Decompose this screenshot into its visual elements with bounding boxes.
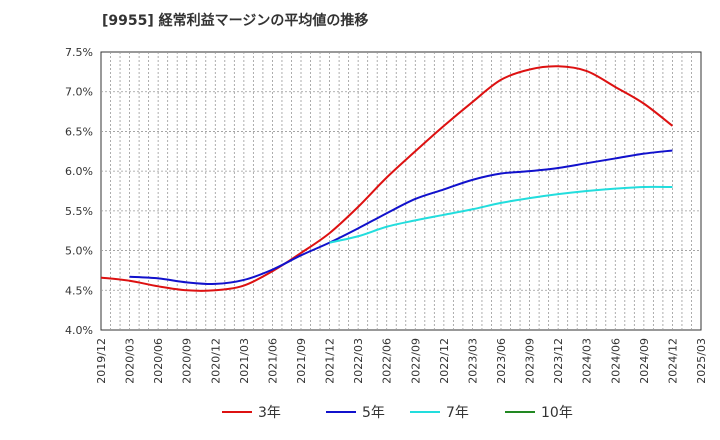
x-tick-label: 2024/09 <box>638 338 651 384</box>
legend-label: 10年 <box>541 405 573 421</box>
y-tick-label: 4.0% <box>65 324 93 337</box>
legend-label: 3年 <box>258 405 281 421</box>
y-tick-label: 6.0% <box>65 165 93 178</box>
x-tick-label: 2019/12 <box>95 338 108 384</box>
legend-item: 5年 <box>326 402 385 422</box>
legend: 3年 5年 7年 10年 <box>0 402 720 430</box>
x-tick-label: 2020/06 <box>152 338 165 384</box>
x-tick-label: 2022/06 <box>381 338 394 384</box>
x-tick-label: 2024/06 <box>609 338 622 384</box>
series-layer <box>100 65 674 292</box>
x-tick-label: 2020/12 <box>209 338 222 384</box>
legend-item: 7年 <box>410 402 469 422</box>
x-tick-label: 2023/12 <box>552 338 565 384</box>
plot-frame <box>100 51 702 331</box>
x-tick-label: 2022/09 <box>409 338 422 384</box>
chart-title: [9955] 経常利益マージンの平均値の推移 <box>102 13 369 29</box>
legend-swatch <box>410 411 440 413</box>
legend-swatch <box>505 411 535 413</box>
y-axis: 4.0% 4.5% 5.0% 5.5% 6.0% 6.5% 7.0% 7.5% <box>65 46 93 337</box>
y-tick-label: 4.5% <box>65 284 93 297</box>
x-tick-label: 2022/03 <box>352 338 365 384</box>
x-tick-label: 2025/03 <box>695 338 708 384</box>
y-tick-label: 7.0% <box>65 86 93 99</box>
series-line <box>129 149 673 286</box>
x-tick-label: 2024/03 <box>581 338 594 384</box>
x-tick-label: 2023/09 <box>524 338 537 384</box>
legend-item: 3年 <box>222 402 281 422</box>
x-tick-label: 2023/03 <box>466 338 479 384</box>
x-tick-label: 2020/03 <box>124 338 137 384</box>
y-tick-label: 5.5% <box>65 205 93 218</box>
y-tick-label: 6.5% <box>65 125 93 138</box>
x-tick-label: 2022/12 <box>438 338 451 384</box>
x-tick-label: 2021/06 <box>266 338 279 384</box>
x-axis: 2019/12 2020/03 2020/06 2020/09 2020/12 2021/… <box>95 338 708 384</box>
series-line <box>329 185 673 244</box>
x-tick-label: 2020/09 <box>181 338 194 384</box>
legend-item: 10年 <box>505 402 573 422</box>
y-tick-label: 5.0% <box>65 245 93 258</box>
legend-label: 5年 <box>362 405 385 421</box>
x-tick-label: 2021/12 <box>324 338 337 384</box>
legend-swatch <box>222 411 252 413</box>
grid <box>101 52 701 330</box>
x-tick-label: 2023/06 <box>495 338 508 384</box>
series-line <box>100 65 674 292</box>
y-tick-label: 7.5% <box>65 46 93 59</box>
x-tick-label: 2021/09 <box>295 338 308 384</box>
x-tick-label: 2024/12 <box>666 338 679 384</box>
x-tick-label: 2021/03 <box>238 338 251 384</box>
legend-swatch <box>326 411 356 413</box>
legend-label: 7年 <box>446 405 469 421</box>
